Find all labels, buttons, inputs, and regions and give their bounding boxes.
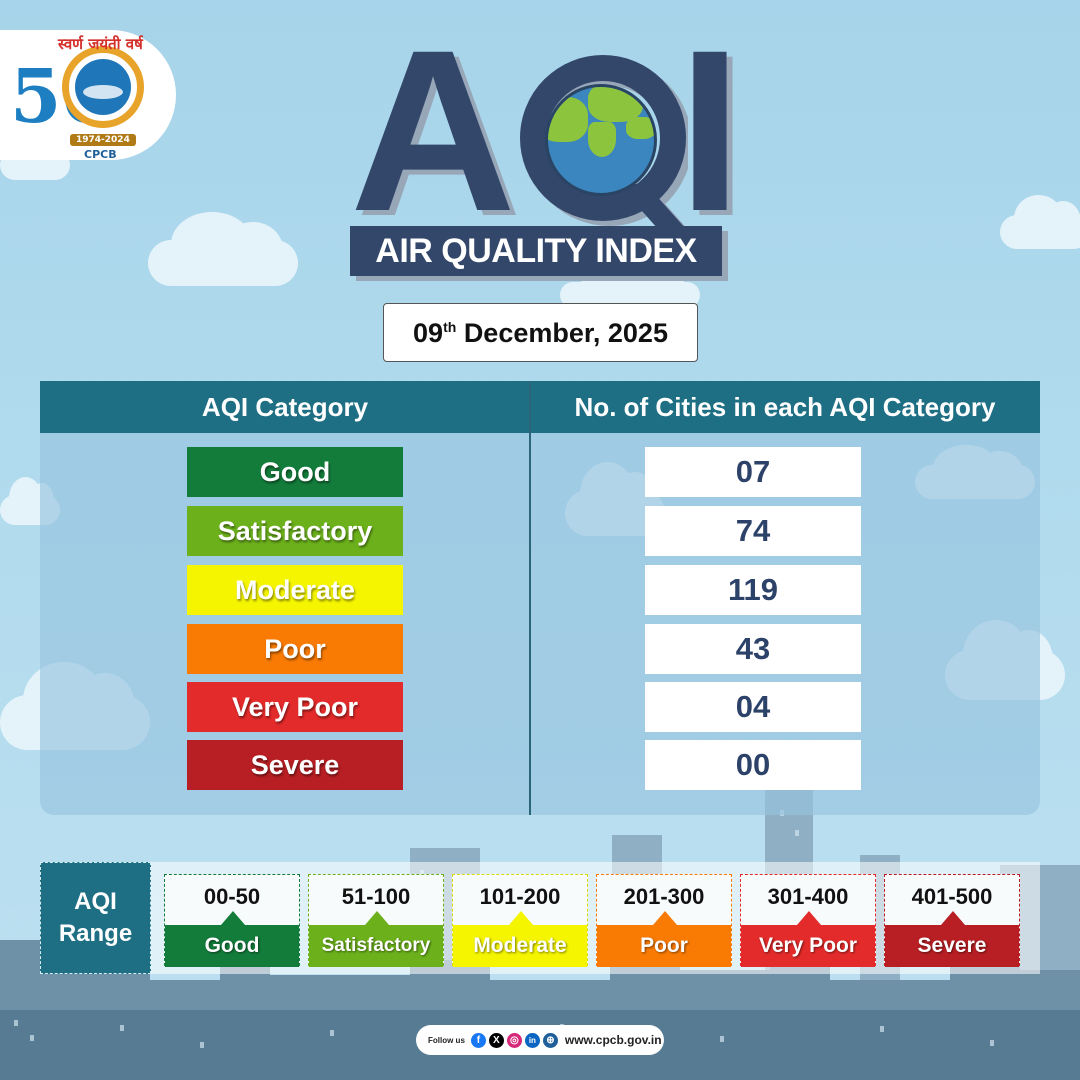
range-name: Moderate [453,925,587,967]
range-value: 00-50 [203,884,261,909]
range-label-line2: Range [58,920,133,947]
social-footer: Follow us f X ◎ in ⊕ www.cpcb.gov.in [416,1025,664,1055]
aqi-letter-i: I [678,2,742,259]
follow-label: Follow us [428,1035,465,1045]
aqi-letter-a: A [350,2,517,259]
range-severe: 401-500 Severe [884,874,1020,967]
range-name: Good [165,925,299,967]
count-moderate: 119 [645,565,861,615]
range-label-line1: AQI [74,888,117,915]
pointer-triangle [509,911,533,925]
count-poor: 43 [645,624,861,674]
count-very-poor: 04 [645,682,861,732]
instagram-icon[interactable]: ◎ [506,1032,522,1048]
pointer-triangle [221,911,245,925]
date-rest: December, 2025 [463,318,668,348]
range-name: Satisfactory [309,925,443,967]
title-banner: AIR QUALITY INDEX [350,226,722,276]
category-satisfactory: Satisfactory [187,506,403,556]
pointer-triangle [941,911,965,925]
range-name: Severe [885,925,1019,967]
aqi-title: A Q I [350,2,742,259]
header-category: AQI Category [201,392,369,422]
date-box: 09th December, 2025 [383,303,698,362]
logo-years: 1974-2024 [70,134,136,146]
category-good: Good [187,447,403,497]
aqi-range-strip: AQI Range 00-50 Good 51-100 Satisfactory… [40,862,1040,974]
date-suffix: th [443,319,457,335]
column-divider [529,381,531,815]
range-moderate: 101-200 Moderate [452,874,588,967]
date-day: 09 [413,318,444,348]
pointer-triangle [797,911,821,925]
category-moderate: Moderate [187,565,403,615]
range-value: 401-500 [911,884,993,909]
aqi-table: AQI Category No. of Cities in each AQI C… [40,381,1040,815]
globe-icon[interactable]: ⊕ [542,1032,558,1048]
range-value: 301-400 [767,884,849,909]
q-ring-icon [520,55,688,234]
range-value: 51-100 [341,884,411,909]
facebook-icon[interactable]: f [470,1032,486,1048]
count-severe: 00 [645,740,861,790]
logo-emblem [62,46,144,128]
cpcb-logo: 50 स्वर्ण जयंती वर्ष 1974-2024 CPCB [0,30,176,161]
count-satisfactory: 74 [645,506,861,556]
range-name: Very Poor [741,925,875,967]
pointer-triangle [365,911,389,925]
logo-hindi-text: स्वर्ण जयंती वर्ष [58,35,143,53]
logo-org: CPCB [84,148,117,161]
linkedin-icon[interactable]: in [524,1032,540,1048]
cloud [148,212,298,286]
globe-icon [545,84,657,196]
range-name: Poor [597,925,731,967]
category-poor: Poor [187,624,403,674]
range-good: 00-50 Good [164,874,300,967]
range-very-poor: 301-400 Very Poor [740,874,876,967]
pointer-triangle [653,911,677,925]
range-label: AQI Range [40,862,151,974]
emblem-icon [75,59,131,115]
count-good: 07 [645,447,861,497]
category-severe: Severe [187,740,403,790]
website-link[interactable]: www.cpcb.gov.in [564,1033,662,1047]
category-very-poor: Very Poor [187,682,403,732]
range-satisfactory: 51-100 Satisfactory [308,874,444,967]
range-poor: 201-300 Poor [596,874,732,967]
x-icon[interactable]: X [488,1032,504,1048]
range-value: 201-300 [623,884,705,909]
table-header: AQI Category No. of Cities in each AQI C… [40,381,1040,433]
cloud [1000,194,1080,249]
range-value: 101-200 [479,884,561,909]
header-count: No. of Cities in each AQI Category [574,392,996,422]
